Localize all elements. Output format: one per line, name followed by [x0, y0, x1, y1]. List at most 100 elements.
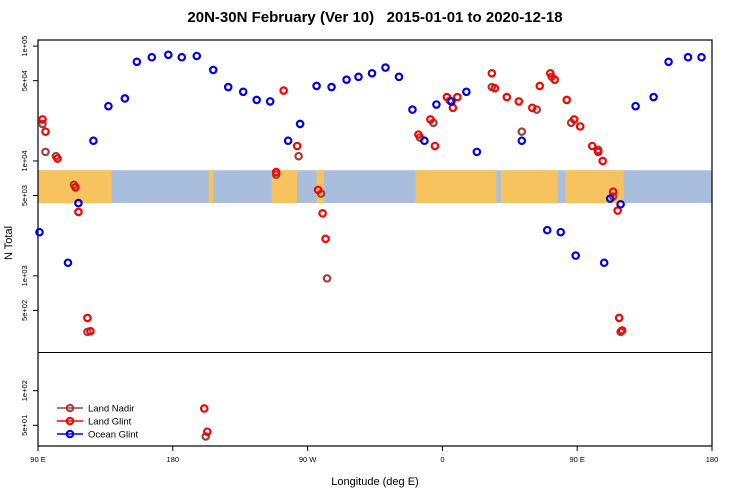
data-point [599, 258, 609, 268]
x-tick-label: 90 W [299, 455, 317, 464]
data-point [394, 72, 404, 82]
data-point [587, 141, 597, 151]
data-point [292, 141, 302, 151]
data-point [608, 187, 618, 197]
y-axis: 1e+05 5e+04 1e+04 5e+03 1e+03 5e+02 1e+02 5e+01 [20, 36, 38, 436]
data-point [53, 154, 62, 163]
data-point [177, 52, 187, 62]
data-point [201, 432, 211, 441]
data-point [38, 115, 47, 124]
plot-title: 20N-30N February (Ver 10) 2015-01-01 to … [187, 9, 563, 26]
data-point [556, 227, 566, 237]
data-point [74, 207, 83, 217]
data-point [517, 136, 527, 146]
data-point [252, 95, 261, 105]
data-point [192, 51, 202, 61]
data-point [598, 156, 607, 166]
data-point [532, 105, 542, 114]
data-point [432, 100, 441, 109]
data-point [614, 313, 624, 323]
data-point [535, 81, 545, 91]
legend-item: Land Nadir [57, 404, 134, 415]
x-axis: 90 E 180 90 W 0 90 E 180 [30, 446, 718, 464]
legend-label: Ocean Glint [88, 430, 139, 441]
data-point [164, 50, 173, 60]
data-point [472, 147, 482, 157]
legend-label: Land Glint [88, 417, 132, 428]
data-point [312, 81, 321, 91]
legend: Land Nadir Land Glint Ocean Glint [57, 404, 139, 441]
data-point [367, 68, 377, 78]
data-point [271, 167, 281, 177]
data-point [430, 141, 440, 151]
data-point [120, 94, 130, 103]
data-point [35, 227, 44, 237]
data-point [354, 72, 363, 82]
data-point [283, 136, 293, 146]
x-tick-label: 180 [706, 455, 719, 464]
data-point [514, 97, 524, 106]
data-point [408, 105, 417, 114]
data-point [41, 127, 50, 136]
data-point [649, 92, 658, 102]
data-point [490, 83, 500, 93]
series-ocean-glint [35, 50, 706, 268]
data-point [321, 234, 330, 244]
legend-marker [65, 429, 75, 439]
plot-border [37, 39, 713, 447]
data-point [447, 97, 456, 106]
legend-marker [65, 416, 75, 426]
series-land-glint [38, 68, 627, 436]
data-point [631, 101, 640, 111]
data-point [664, 57, 673, 67]
x-axis-title: Longitude (deg E) [331, 476, 418, 488]
y-tick-label: 5e+04 [20, 70, 29, 91]
y-tick-label: 1e+02 [20, 380, 29, 401]
data-point [527, 103, 537, 113]
data-point [74, 198, 83, 208]
data-point [569, 115, 579, 124]
data-point [71, 182, 80, 192]
data-point [426, 115, 435, 124]
y-tick-label: 5e+01 [20, 415, 29, 436]
data-point [132, 57, 142, 67]
data-point [208, 65, 218, 75]
world-map-band [38, 170, 712, 204]
data-point [104, 101, 113, 111]
data-point [453, 92, 462, 102]
data-point [265, 97, 275, 106]
data-point [683, 52, 693, 62]
data-point [605, 194, 615, 203]
data-point [562, 95, 572, 105]
data-point [381, 63, 390, 72]
data-point [616, 199, 625, 209]
data-point [294, 151, 303, 161]
data-point [199, 404, 209, 413]
data-point [202, 427, 212, 436]
data-point [279, 86, 288, 95]
data-point [571, 251, 581, 260]
y-tick-label: 5e+02 [20, 300, 29, 321]
data-point [414, 130, 423, 139]
x-tick-label: 0 [440, 455, 444, 464]
data-point [313, 185, 323, 195]
x-tick-label: 90 E [569, 455, 584, 464]
data-point [487, 68, 497, 78]
data-point [617, 326, 627, 335]
series-land-nadir [38, 72, 625, 441]
data-point [550, 75, 560, 84]
data-point [322, 274, 332, 283]
legend-item: Ocean Glint [57, 430, 139, 441]
data-point [38, 119, 47, 129]
legend-marker [65, 403, 75, 413]
data-point [295, 119, 305, 129]
data-point [89, 136, 98, 146]
data-point [223, 82, 233, 92]
data-point [575, 122, 585, 131]
data-point [318, 209, 327, 218]
y-tick-label: 1e+04 [20, 150, 29, 171]
y-tick-label: 5e+03 [20, 185, 29, 206]
data-point [63, 258, 73, 268]
legend-item: Land Glint [57, 417, 132, 428]
